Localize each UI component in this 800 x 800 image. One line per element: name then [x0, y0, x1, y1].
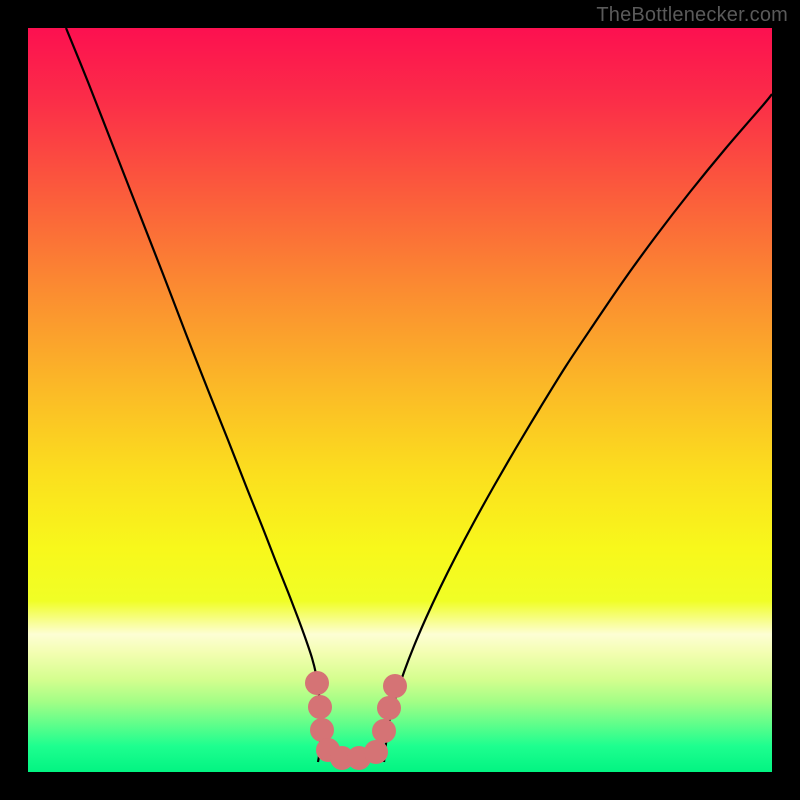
ring-marker — [372, 719, 396, 743]
chart-svg — [28, 28, 772, 772]
ring-marker — [377, 696, 401, 720]
ring-marker — [308, 695, 332, 719]
gradient-background — [28, 28, 772, 772]
outer-frame: TheBottlenecker.com — [0, 0, 800, 800]
plot-area — [28, 28, 772, 772]
ring-marker — [383, 674, 407, 698]
ring-marker — [305, 671, 329, 695]
watermark-text: TheBottlenecker.com — [596, 4, 788, 27]
ring-marker — [364, 740, 388, 764]
